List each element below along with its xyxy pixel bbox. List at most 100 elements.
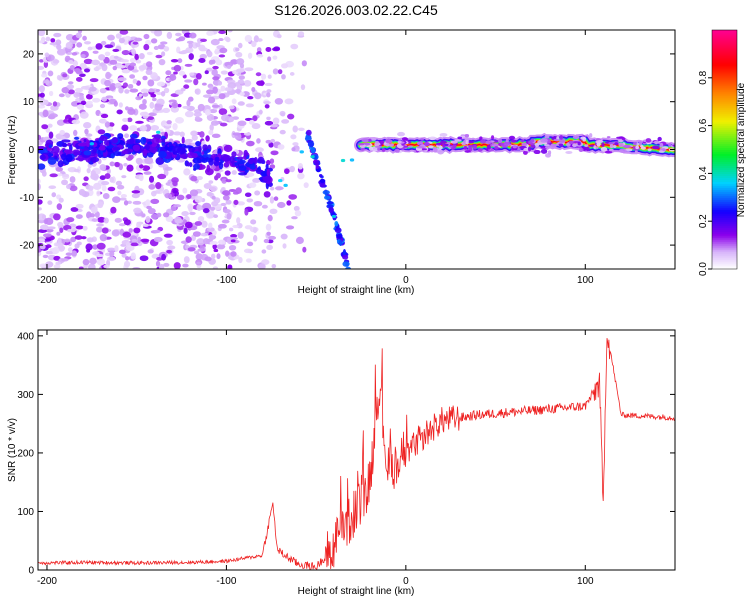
colorbar-segment [712,137,737,141]
colorbar-segment [712,243,737,246]
colorbar-segment [712,187,737,190]
colorbar-segment [712,85,737,89]
colorbar-segment [712,155,737,159]
colorbar-segment [712,83,737,87]
colorbar-segment [712,167,737,171]
colorbar-segment [712,43,737,47]
colorbar-segment [712,267,737,270]
colorbar-segment [712,227,737,230]
colorbar-segment [712,45,737,49]
colorbar-segment [712,125,737,129]
colorbar-segment [712,151,737,155]
colorbar-tick-label: 0.4 [698,166,709,180]
colorbar-segment [712,87,737,91]
colorbar-segment [712,91,737,95]
colorbar-segment [712,259,737,262]
colorbar-segment [712,235,737,238]
snr-y-tick-label: 300 [17,390,34,401]
colorbar-segment [712,39,737,43]
colorbar-segment [712,263,737,266]
figure-title: S126.2026.003.02.22.C45 [274,2,438,18]
colorbar-segment [712,253,737,256]
snr-x-tick-label: -200 [37,576,57,587]
colorbar-segment [712,261,737,264]
colorbar-segment [712,135,737,139]
colorbar-segment [712,205,737,208]
colorbar-segment [712,67,737,71]
colorbar-segment [712,171,737,174]
colorbar-segment [712,249,737,252]
colorbar-segment [712,57,737,61]
snr-y-label: SNR (10 * v/v) [7,418,18,482]
colorbar-segment [712,247,737,250]
colorbar-segment [712,71,737,75]
colorbar-segment [712,35,737,39]
colorbar-segment [712,157,737,161]
snr-y-tick-label: 0 [28,566,34,577]
snr-frame [37,329,676,571]
colorbar-segment [712,207,737,210]
spectrogram-y-tick-label: 10 [23,97,35,108]
colorbar-segment [712,211,737,214]
colorbar-tick-label: 0.8 [698,70,709,84]
colorbar-segment [712,225,737,228]
colorbar-segment [712,63,737,67]
spectrogram-heatmap [38,30,675,269]
spectrogram-x-tick-label: -200 [37,275,57,286]
colorbar-segment [712,153,737,157]
colorbar-segment [712,163,737,167]
colorbar-segment [712,127,737,131]
snr-y-tick-label: 400 [17,331,34,342]
colorbar-segment [712,219,737,222]
colorbar-segment [712,165,737,169]
colorbar-segment [712,31,737,35]
colorbar-segment [712,195,737,198]
colorbar-segment [712,139,737,143]
snr-x-tick-label: 100 [577,576,594,587]
colorbar-segment [712,115,737,119]
colorbar-segment [712,217,737,220]
colorbar-tick-label: 0.0 [698,262,709,276]
spectrogram-y-tick-label: -20 [20,241,35,252]
colorbar-segment [712,49,737,53]
colorbar-segment [712,229,737,232]
colorbar-segment [712,183,737,186]
snr-x-label: Height of straight line (km) [298,586,415,597]
colorbar-segment [712,209,737,212]
colorbar-segment [712,105,737,109]
colorbar-segment [712,81,737,85]
colorbar-segment [712,77,737,81]
colorbar-segment [712,117,737,121]
colorbar-segment [712,233,737,236]
colorbar-segment [712,177,737,180]
colorbar-segment [712,129,737,133]
colorbar-segment [712,47,737,51]
colorbar-segment [712,131,737,135]
colorbar-segment [712,189,737,192]
spectrogram-x-tick-label: -100 [216,275,236,286]
colorbar-segment [712,159,737,163]
snr-x-tick-label: -100 [216,576,236,587]
snr-y-tick-label: 200 [17,448,34,459]
colorbar-segment [712,99,737,103]
colorbar-segment [712,101,737,105]
colorbar-segment [712,213,737,216]
colorbar-segment [712,231,737,234]
colorbar-segment [712,33,737,37]
spectrogram-y-tick-label: -10 [20,193,35,204]
colorbar-segment [712,111,737,115]
colorbar-segment [712,65,737,69]
colorbar-segment [712,123,737,127]
colorbar-segment [712,191,737,194]
colorbar-segment [712,75,737,79]
colorbar-segment [712,173,737,176]
spectrogram-x-tick-label: 0 [403,275,409,286]
colorbar-segment [712,179,737,182]
colorbar-segment [712,145,737,149]
colorbar-segment [712,185,737,188]
colorbar-segment [712,103,737,107]
colorbar-segment [712,265,737,268]
spectrogram-y-label: Frequency (Hz) [7,116,18,185]
colorbar-segment [712,133,737,137]
